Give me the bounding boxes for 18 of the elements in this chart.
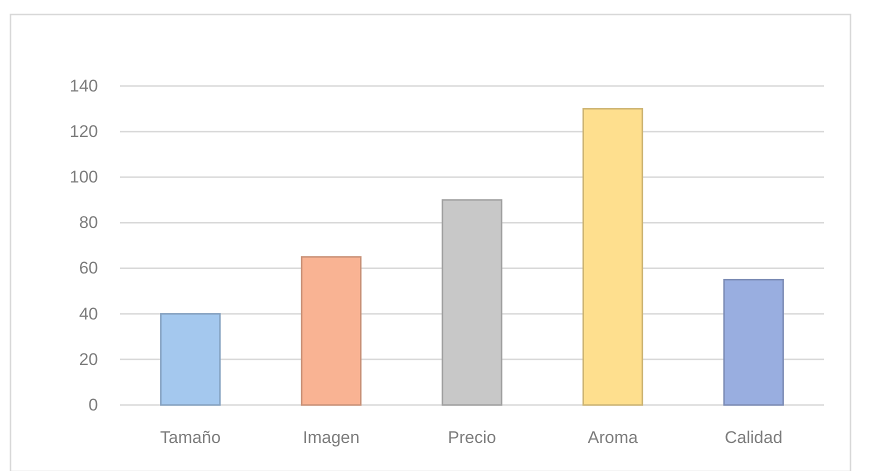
x-tick-label: Aroma [588,428,638,448]
x-tick-label: Imagen [302,428,360,448]
y-tick-label: 100 [70,168,98,187]
bar [442,199,502,406]
y-tick-label: 20 [79,350,98,369]
y-tick-label: 60 [79,258,98,278]
y-tick-label: 80 [79,213,98,232]
x-tick-label: Precio [448,428,496,448]
bar [300,256,362,406]
y-tick-label: 0 [88,395,98,414]
y-tick-label: 40 [79,304,98,324]
y-tick-label: 120 [70,122,98,142]
x-tick-label: Calidad [724,428,782,448]
bar [723,278,784,406]
bar [582,108,644,406]
y-tick-label: 140 [70,76,98,96]
bar [160,313,221,406]
x-tick-label: Tamaño [160,428,221,448]
